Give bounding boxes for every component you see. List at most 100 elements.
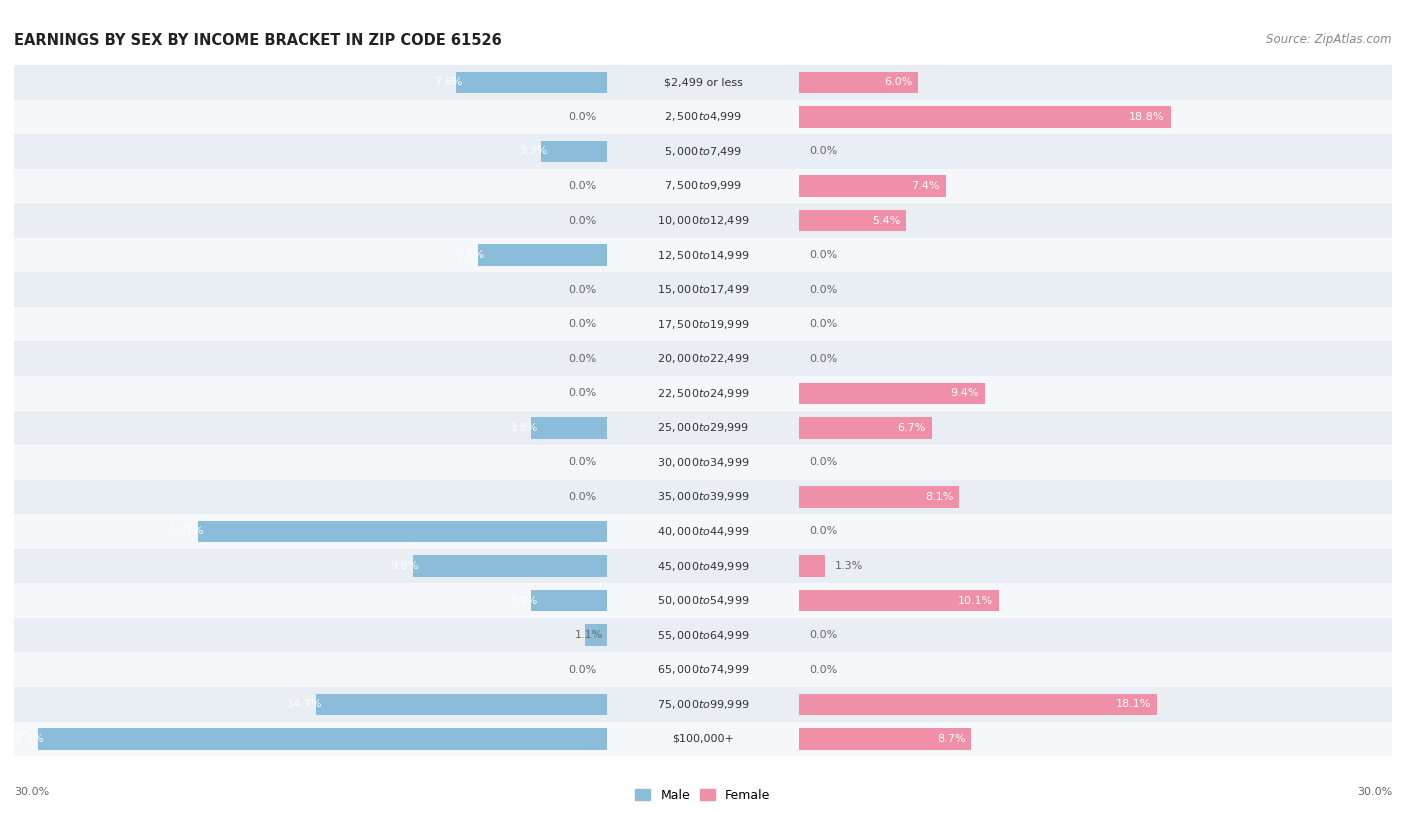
Bar bbox=[14, 65, 606, 99]
Text: 5.4%: 5.4% bbox=[872, 215, 900, 225]
Bar bbox=[800, 445, 1392, 480]
Bar bbox=[606, 652, 800, 687]
Text: 0.0%: 0.0% bbox=[568, 181, 596, 191]
Bar bbox=[800, 514, 1392, 549]
Bar bbox=[606, 549, 800, 583]
Bar bbox=[800, 210, 905, 231]
Text: 0.0%: 0.0% bbox=[568, 215, 596, 225]
Bar bbox=[14, 652, 606, 687]
Bar bbox=[606, 99, 800, 134]
Bar bbox=[14, 272, 606, 307]
Text: $100,000+: $100,000+ bbox=[672, 734, 734, 744]
Text: $35,000 to $39,999: $35,000 to $39,999 bbox=[657, 490, 749, 503]
Text: $75,000 to $99,999: $75,000 to $99,999 bbox=[657, 698, 749, 711]
Text: 0.0%: 0.0% bbox=[568, 665, 596, 675]
Bar bbox=[14, 307, 606, 341]
Bar bbox=[800, 307, 1392, 341]
Bar bbox=[14, 480, 606, 514]
Text: 6.5%: 6.5% bbox=[456, 250, 484, 260]
Bar bbox=[457, 72, 606, 93]
Bar bbox=[800, 107, 1171, 128]
Text: 0.0%: 0.0% bbox=[810, 320, 838, 329]
Bar bbox=[606, 307, 800, 341]
Text: 30.0%: 30.0% bbox=[1357, 787, 1392, 797]
Text: 8.7%: 8.7% bbox=[936, 734, 966, 744]
Bar bbox=[606, 618, 800, 652]
Bar bbox=[14, 722, 606, 756]
Bar bbox=[800, 383, 986, 404]
Bar bbox=[800, 555, 825, 576]
Text: 7.4%: 7.4% bbox=[911, 181, 939, 191]
Bar bbox=[606, 687, 800, 722]
Bar bbox=[606, 480, 800, 514]
Text: 20.7%: 20.7% bbox=[169, 527, 204, 537]
Bar bbox=[531, 590, 606, 611]
Bar bbox=[606, 445, 800, 480]
Bar bbox=[606, 583, 800, 618]
Bar bbox=[800, 652, 1392, 687]
Text: 0.0%: 0.0% bbox=[810, 665, 838, 675]
Bar bbox=[800, 72, 918, 93]
Bar bbox=[800, 341, 1392, 376]
Text: 3.8%: 3.8% bbox=[509, 423, 537, 433]
Bar bbox=[14, 687, 606, 722]
Text: $2,499 or less: $2,499 or less bbox=[664, 77, 742, 87]
Text: 14.7%: 14.7% bbox=[287, 699, 322, 709]
Text: 9.4%: 9.4% bbox=[950, 389, 979, 398]
Bar bbox=[14, 411, 606, 445]
Bar bbox=[14, 134, 606, 168]
Text: 8.1%: 8.1% bbox=[925, 492, 953, 502]
Text: 0.0%: 0.0% bbox=[568, 492, 596, 502]
Text: $40,000 to $44,999: $40,000 to $44,999 bbox=[657, 525, 749, 538]
Text: $30,000 to $34,999: $30,000 to $34,999 bbox=[657, 456, 749, 469]
Bar bbox=[800, 687, 1392, 722]
Text: 10.1%: 10.1% bbox=[957, 596, 993, 606]
Text: Source: ZipAtlas.com: Source: ZipAtlas.com bbox=[1267, 33, 1392, 46]
Bar bbox=[800, 376, 1392, 411]
Text: 28.8%: 28.8% bbox=[8, 734, 44, 744]
Bar bbox=[198, 521, 606, 542]
Text: 3.8%: 3.8% bbox=[509, 596, 537, 606]
Bar bbox=[800, 486, 959, 507]
Bar bbox=[606, 65, 800, 99]
Bar bbox=[606, 411, 800, 445]
Bar bbox=[606, 722, 800, 756]
Text: 18.8%: 18.8% bbox=[1129, 112, 1164, 122]
Text: $55,000 to $64,999: $55,000 to $64,999 bbox=[657, 628, 749, 641]
Bar bbox=[413, 555, 606, 576]
Bar bbox=[606, 134, 800, 168]
Bar bbox=[14, 168, 606, 203]
Text: 0.0%: 0.0% bbox=[568, 112, 596, 122]
Bar bbox=[14, 99, 606, 134]
Bar bbox=[800, 417, 932, 438]
Text: 0.0%: 0.0% bbox=[810, 458, 838, 467]
Text: 0.0%: 0.0% bbox=[810, 250, 838, 260]
Bar bbox=[14, 203, 606, 237]
Bar bbox=[800, 168, 1392, 203]
Bar bbox=[606, 272, 800, 307]
Text: 1.1%: 1.1% bbox=[575, 630, 603, 640]
Bar bbox=[800, 272, 1392, 307]
Text: 6.0%: 6.0% bbox=[884, 77, 912, 87]
Bar bbox=[800, 722, 1392, 756]
Bar bbox=[14, 341, 606, 376]
Bar bbox=[606, 237, 800, 272]
Text: $15,000 to $17,499: $15,000 to $17,499 bbox=[657, 283, 749, 296]
Text: 18.1%: 18.1% bbox=[1115, 699, 1152, 709]
Bar bbox=[800, 728, 972, 750]
Text: $65,000 to $74,999: $65,000 to $74,999 bbox=[657, 663, 749, 676]
Bar bbox=[14, 618, 606, 652]
Text: 9.8%: 9.8% bbox=[391, 561, 419, 571]
Text: EARNINGS BY SEX BY INCOME BRACKET IN ZIP CODE 61526: EARNINGS BY SEX BY INCOME BRACKET IN ZIP… bbox=[14, 33, 502, 47]
Bar bbox=[800, 549, 1392, 583]
Text: 0.0%: 0.0% bbox=[568, 458, 596, 467]
Bar bbox=[14, 237, 606, 272]
Bar bbox=[800, 618, 1392, 652]
Text: $5,000 to $7,499: $5,000 to $7,499 bbox=[664, 145, 742, 158]
Text: 7.6%: 7.6% bbox=[434, 77, 463, 87]
Text: $22,500 to $24,999: $22,500 to $24,999 bbox=[657, 387, 749, 400]
Bar bbox=[800, 237, 1392, 272]
Text: 0.0%: 0.0% bbox=[568, 389, 596, 398]
Bar bbox=[606, 376, 800, 411]
Bar bbox=[800, 203, 1392, 237]
